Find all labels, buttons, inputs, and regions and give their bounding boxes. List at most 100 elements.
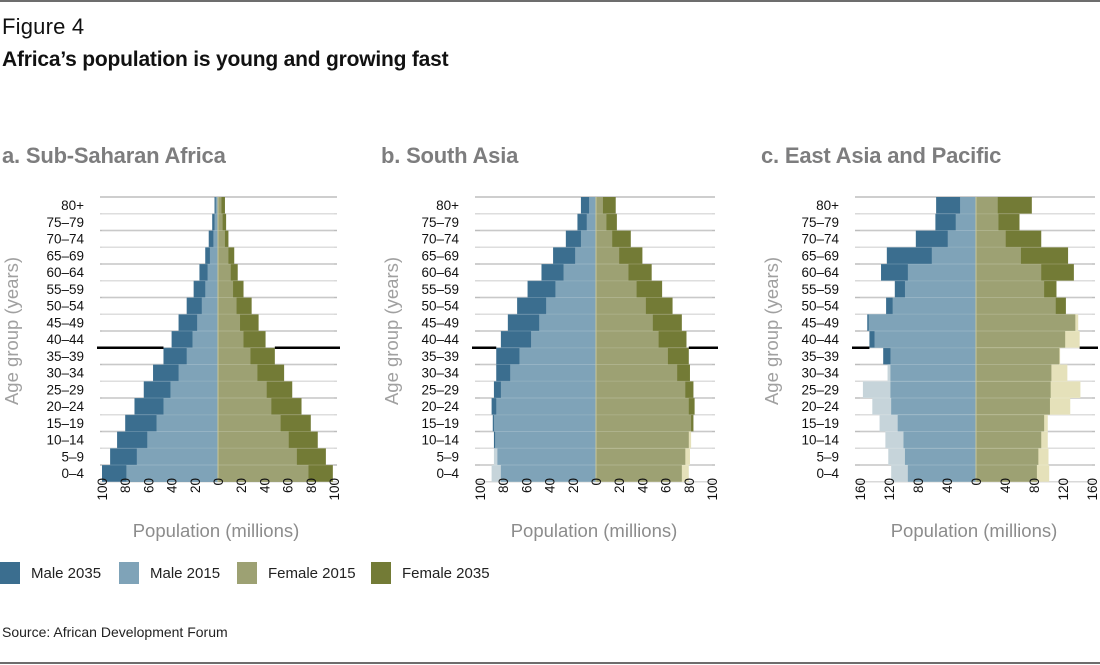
bar-male-2015 bbox=[892, 297, 976, 315]
x-tick-label: 0 bbox=[589, 478, 604, 486]
age-tick-label: 10–14 bbox=[421, 433, 459, 448]
bar-male-2015 bbox=[890, 381, 976, 398]
age-tick-label: 5–9 bbox=[816, 449, 839, 464]
legend-swatch-male-2035 bbox=[0, 562, 20, 584]
bar-female-2015 bbox=[596, 331, 659, 348]
bar-male-2015 bbox=[955, 213, 976, 231]
bar-female-2015 bbox=[218, 448, 297, 465]
bar-male-2015 bbox=[563, 264, 596, 281]
x-tick-label: 0 bbox=[969, 478, 984, 486]
legend-item-male-2015: Male 2015 bbox=[119, 562, 220, 584]
bar-female-2015 bbox=[976, 264, 1042, 281]
age-tick-label: 50–54 bbox=[46, 299, 84, 314]
age-tick-label: 70–74 bbox=[421, 232, 459, 247]
x-tick-label: 40 bbox=[165, 478, 180, 493]
bar-male-2015 bbox=[903, 431, 976, 449]
bar-female-2015 bbox=[596, 381, 686, 398]
x-tick-label: 40 bbox=[635, 478, 650, 493]
bar-male-2015 bbox=[126, 465, 218, 482]
bar-male-2015 bbox=[170, 381, 218, 398]
bar-male-2015 bbox=[907, 264, 976, 281]
x-tick-label: 160 bbox=[1085, 478, 1100, 501]
bar-male-2015 bbox=[197, 314, 218, 331]
bar-male-2015 bbox=[890, 364, 976, 382]
bar-female-2015 bbox=[596, 213, 607, 231]
bar-male-2015 bbox=[904, 448, 976, 465]
source-note: Source: African Development Forum bbox=[2, 624, 228, 640]
bar-female-2015 bbox=[218, 431, 289, 449]
bar-female-2015 bbox=[218, 197, 222, 214]
x-tick-label: 60 bbox=[141, 478, 156, 493]
x-axis-label: Population (millions) bbox=[511, 520, 678, 541]
x-tick-label: 20 bbox=[612, 478, 627, 493]
x-tick-label: 40 bbox=[940, 478, 955, 493]
bar-male-2015 bbox=[539, 314, 596, 331]
bar-male-2015 bbox=[555, 280, 596, 298]
age-tick-label: 75–79 bbox=[421, 215, 459, 230]
age-tick-label: 45–49 bbox=[46, 315, 84, 330]
bar-male-2015 bbox=[178, 364, 218, 382]
figure-title: Africa’s population is young and growing… bbox=[2, 48, 449, 71]
age-tick-label: 15–19 bbox=[46, 416, 84, 431]
bar-male-2015 bbox=[891, 398, 976, 415]
age-tick-label: 60–64 bbox=[421, 265, 459, 280]
age-tick-label: 0–4 bbox=[436, 466, 459, 481]
bar-female-2015 bbox=[596, 431, 689, 449]
legend-label: Female 2015 bbox=[268, 564, 356, 582]
x-tick-label: 40 bbox=[998, 478, 1013, 493]
bar-female-2015 bbox=[976, 230, 1006, 248]
panel-title-east-asia-pacific: c. East Asia and Pacific bbox=[761, 143, 1002, 168]
bar-male-2015 bbox=[209, 247, 218, 264]
bar-female-2015 bbox=[596, 465, 682, 482]
bar-male-2015 bbox=[493, 414, 596, 432]
age-tick-label: 20–24 bbox=[46, 399, 84, 414]
bar-male-2015 bbox=[890, 347, 976, 365]
panel-title-sub-saharan-africa: a. Sub-Saharan Africa bbox=[2, 143, 226, 168]
bar-male-2015 bbox=[500, 381, 596, 398]
bar-female-2015 bbox=[596, 347, 668, 365]
age-tick-label: 35–39 bbox=[421, 349, 459, 364]
bar-male-2015 bbox=[186, 347, 218, 365]
bar-female-2015 bbox=[596, 398, 689, 415]
panel-title-south-asia: b. South Asia bbox=[381, 143, 519, 168]
bar-female-2015 bbox=[596, 264, 629, 281]
bar-male-2015 bbox=[213, 230, 218, 248]
bar-female-2015 bbox=[596, 247, 620, 264]
bar-female-2015 bbox=[218, 398, 272, 415]
age-tick-label: 65–69 bbox=[421, 248, 459, 263]
age-tick-label: 50–54 bbox=[421, 299, 459, 314]
age-tick-label: 60–64 bbox=[801, 265, 839, 280]
bar-female-2015 bbox=[218, 347, 251, 365]
legend-item-female-2015: Female 2015 bbox=[237, 562, 356, 584]
age-tick-label: 65–69 bbox=[46, 248, 84, 263]
bar-female-2015 bbox=[218, 381, 267, 398]
bar-female-2015 bbox=[218, 280, 234, 298]
age-tick-label: 80+ bbox=[61, 198, 84, 213]
x-tick-label: 100 bbox=[327, 478, 342, 501]
x-tick-label: 80 bbox=[682, 478, 697, 493]
legend-label: Male 2035 bbox=[31, 564, 102, 582]
bar-male-2015 bbox=[500, 465, 596, 482]
age-tick-label: 25–29 bbox=[46, 382, 84, 397]
bar-female-2015 bbox=[976, 465, 1037, 482]
age-tick-label: 55–59 bbox=[46, 282, 84, 297]
bar-male-2015 bbox=[136, 448, 218, 465]
age-tick-label: 80+ bbox=[816, 198, 839, 213]
age-tick-label: 80+ bbox=[436, 198, 459, 213]
bar-male-2015 bbox=[510, 364, 596, 382]
bar-female-2015 bbox=[976, 213, 999, 231]
bar-female-2015 bbox=[976, 414, 1045, 432]
x-tick-label: 60 bbox=[281, 478, 296, 493]
age-tick-label: 40–44 bbox=[46, 332, 84, 347]
bar-male-2015 bbox=[546, 297, 596, 315]
bar-male-2015 bbox=[192, 331, 218, 348]
figure-label: Figure 4 bbox=[2, 14, 85, 39]
legend-swatch-female-2035 bbox=[371, 562, 391, 584]
x-tick-label: 80 bbox=[304, 478, 319, 493]
bar-female-2015 bbox=[976, 314, 1076, 331]
x-tick-label: 100 bbox=[473, 478, 488, 501]
age-tick-label: 15–19 bbox=[421, 416, 459, 431]
bar-female-2015 bbox=[218, 264, 231, 281]
bar-male-2015 bbox=[495, 431, 596, 449]
